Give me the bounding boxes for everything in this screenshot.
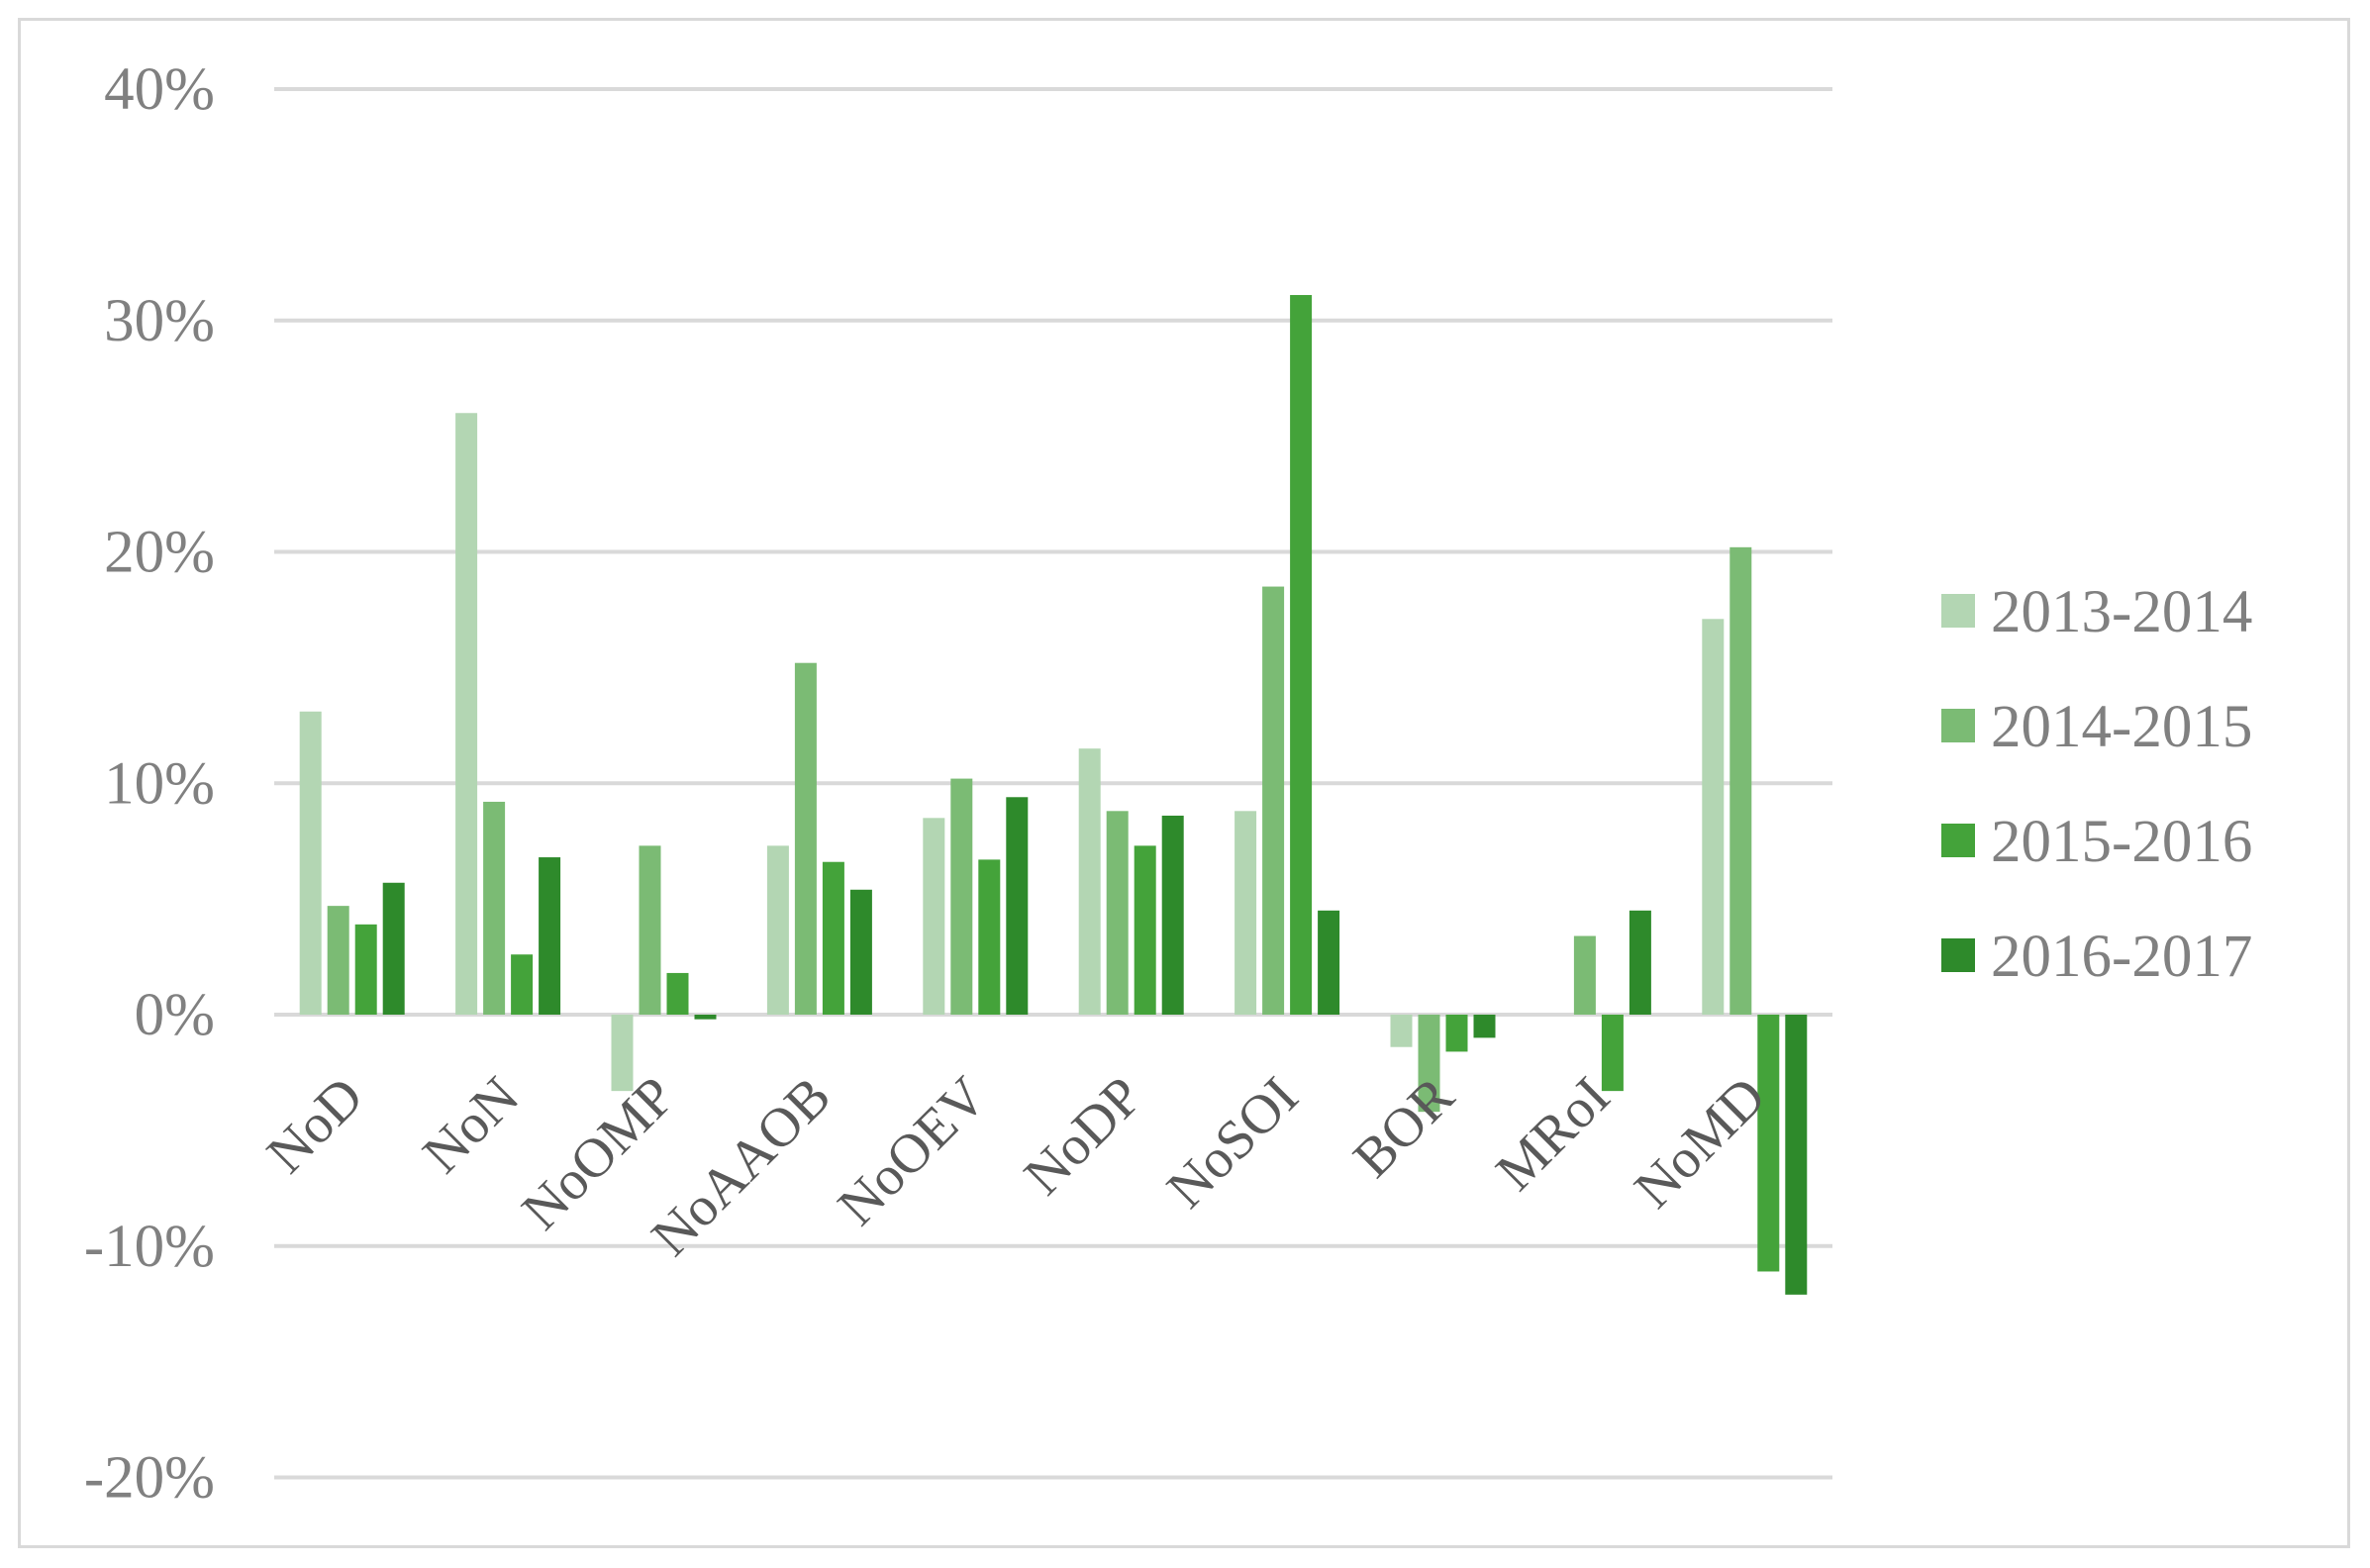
bar-bor-2015-2016	[1445, 1015, 1468, 1052]
bar-nomd-2014-2015	[1729, 546, 1752, 1015]
chart-frame: 40% 30% 20% 10% 0% -10% -20% NoD NoN NoOMP NoAAOB…	[18, 18, 2350, 1548]
bar-non-2013-2014	[455, 413, 478, 1015]
bar-noomp-2014-2015	[639, 845, 661, 1015]
bar-nod-2013-2014	[299, 711, 322, 1015]
bar-noaaob-2013-2014	[766, 845, 789, 1015]
y-tick-label: 0%	[135, 982, 215, 1048]
x-category-label: NoDP	[1013, 1065, 1154, 1207]
legend-swatch	[1941, 938, 1975, 972]
y-tick-label: 40%	[104, 56, 215, 123]
legend-label: 2016-2017	[1991, 924, 2252, 990]
bar-nodp-2015-2016	[1134, 845, 1156, 1015]
bar-nosoi-2013-2014	[1234, 811, 1257, 1015]
bar-noomp-2015-2016	[666, 972, 689, 1015]
bar-nod-2015-2016	[354, 924, 377, 1015]
bar-nooev-2013-2014	[923, 818, 945, 1015]
y-tick-label: -20%	[84, 1445, 215, 1512]
legend: 2013-2014 2014-2015 2015-2016 2016-2017	[1941, 579, 2252, 990]
bar-non-2016-2017	[539, 857, 561, 1015]
bar-nosoi-2015-2016	[1290, 295, 1313, 1016]
bar-nosoi-2016-2017	[1318, 910, 1340, 1015]
bar-nooev-2014-2015	[950, 778, 973, 1015]
bar-nodp-2013-2014	[1078, 748, 1101, 1015]
x-category-label: NoSOI	[1155, 1065, 1310, 1220]
legend-swatch	[1941, 594, 1975, 628]
legend-swatch	[1941, 824, 1975, 857]
bar-non-2014-2015	[483, 801, 506, 1015]
x-category-label: MRoI	[1485, 1065, 1622, 1202]
bars	[299, 295, 1808, 1295]
bar-noaaob-2016-2017	[849, 889, 872, 1015]
legend-label: 2015-2016	[1991, 809, 2252, 875]
x-category-label: NoOEV	[827, 1065, 999, 1237]
bar-bor-2014-2015	[1418, 1015, 1440, 1113]
bar-nomd-2015-2016	[1757, 1015, 1780, 1272]
bar-noaaob-2014-2015	[794, 662, 817, 1015]
legend-label: 2013-2014	[1991, 579, 2252, 645]
bar-noaaob-2015-2016	[822, 861, 844, 1015]
bar-chart: 40%30%20%10%0%-10%-20% NoD NoNNoOMPNoAAOB…	[84, 56, 2252, 1512]
bar-mroi-2016-2017	[1629, 910, 1651, 1015]
bar-nodp-2016-2017	[1161, 815, 1184, 1015]
y-axis-ticks: 40% 30% 20% 10% 0% -10% -20%	[84, 56, 215, 1512]
x-category-label: BOR	[1341, 1065, 1466, 1190]
bar-nodp-2014-2015	[1106, 811, 1129, 1015]
y-tick-label: 10%	[104, 750, 215, 817]
bar-noomp-2016-2017	[694, 1015, 717, 1020]
bar-mroi-2014-2015	[1573, 935, 1596, 1015]
bar-mroi-2015-2016	[1601, 1015, 1624, 1092]
y-tick-label: 30%	[104, 288, 215, 354]
gridlines	[274, 87, 1832, 1480]
legend-swatch	[1941, 709, 1975, 742]
bar-nod-2016-2017	[382, 882, 405, 1015]
bar-nomd-2013-2014	[1702, 619, 1725, 1015]
bar-bor-2016-2017	[1473, 1015, 1496, 1038]
bar-noomp-2013-2014	[611, 1015, 634, 1092]
bar-nosoi-2014-2015	[1262, 586, 1285, 1015]
x-category-label: NoD	[255, 1065, 375, 1185]
bar-bor-2013-2014	[1390, 1015, 1413, 1047]
bar-nomd-2016-2017	[1785, 1015, 1808, 1295]
bar-non-2015-2016	[511, 954, 534, 1015]
y-tick-label: 20%	[104, 520, 215, 586]
x-category-label: NoMD	[1623, 1065, 1777, 1220]
y-tick-label: -10%	[84, 1214, 215, 1280]
bar-nod-2014-2015	[327, 906, 349, 1015]
bar-nooev-2015-2016	[978, 859, 1001, 1015]
bar-nooev-2016-2017	[1006, 797, 1029, 1015]
x-category-label: NoN	[411, 1065, 531, 1185]
legend-label: 2014-2015	[1991, 694, 2252, 760]
